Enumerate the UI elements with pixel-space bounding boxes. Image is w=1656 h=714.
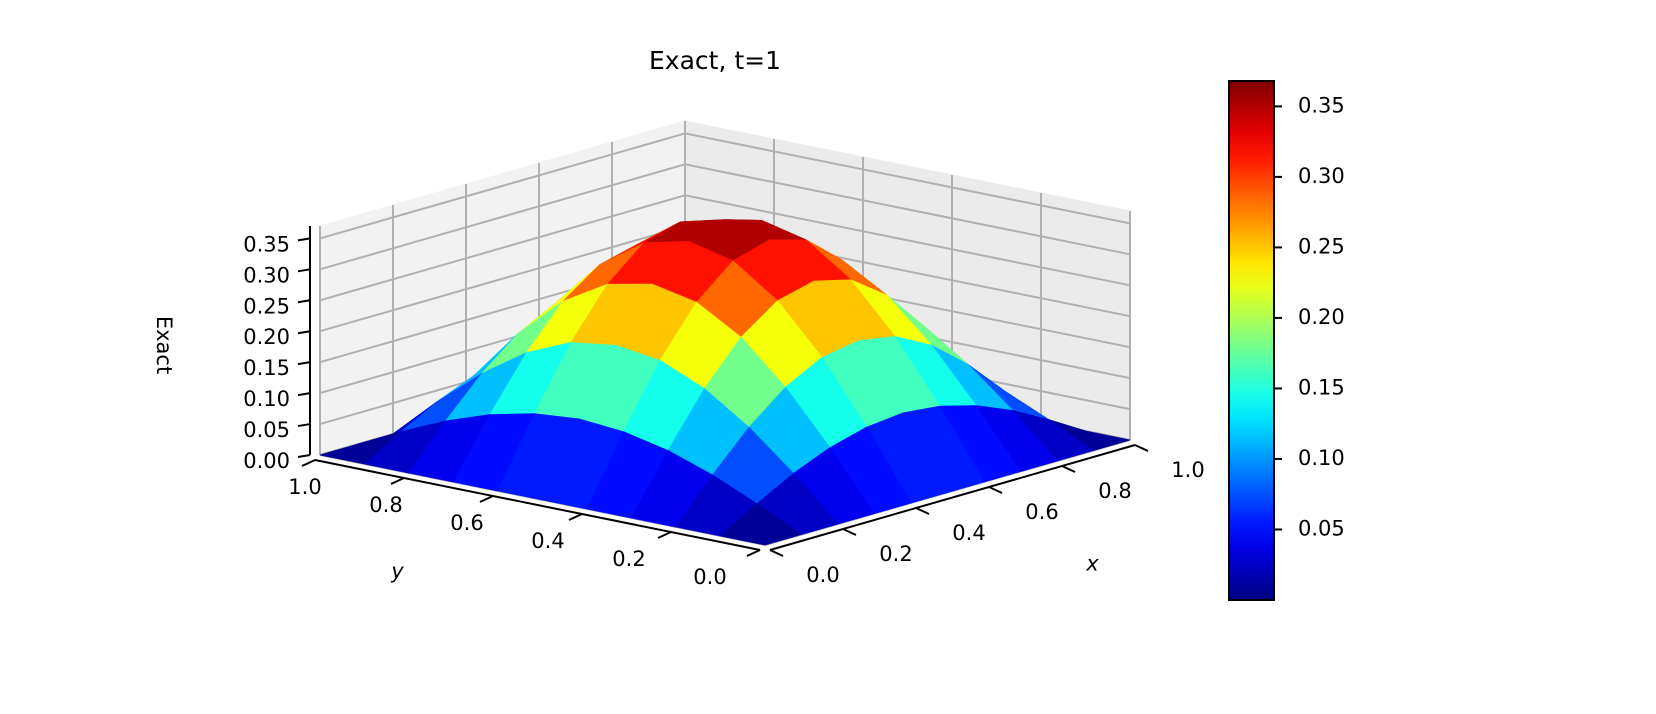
z-tick [297, 299, 311, 304]
colorbar-tick-label: 0.05 [1298, 516, 1345, 540]
x-tick-label: 1.0 [1171, 458, 1204, 482]
y-tick-label: 0.4 [531, 529, 564, 553]
chart-title: Exact, t=1 [649, 46, 781, 75]
z-tick-label: 0.10 [243, 387, 290, 411]
z-tick [297, 361, 311, 366]
y-tick [390, 477, 405, 485]
z-tick-label: 0.30 [243, 263, 290, 287]
z-tick-label: 0.20 [243, 325, 290, 349]
z-tick [297, 268, 311, 273]
z-tick-label: 0.00 [243, 449, 290, 473]
y-tick [479, 495, 494, 503]
x-tick [842, 528, 857, 536]
y-tick [568, 513, 583, 521]
x-tick [1061, 465, 1076, 473]
x-tick-label: 0.8 [1098, 479, 1131, 503]
z-tick [297, 423, 311, 428]
z-axis-label: Exact [152, 316, 176, 374]
x-tick-label: 0.6 [1025, 500, 1058, 524]
x-tick [1134, 444, 1149, 452]
z-tick [297, 330, 311, 335]
grid-line [319, 163, 1131, 271]
x-tick-label: 0.4 [952, 521, 985, 545]
z-tick-label: 0.15 [243, 356, 290, 380]
z-tick [297, 392, 311, 397]
x-axis-line [769, 444, 1136, 551]
colorbar [1228, 80, 1275, 601]
z-tick-label: 0.25 [243, 294, 290, 318]
y-tick [657, 531, 672, 539]
x-tick [769, 549, 784, 557]
colorbar-tick-label: 0.25 [1298, 234, 1345, 258]
y-tick-label: 0.6 [450, 511, 483, 535]
colorbar-tick-label: 0.35 [1298, 93, 1345, 117]
y-tick-label: 0.0 [693, 565, 726, 589]
x-tick [988, 486, 1003, 494]
y-axis-label: y [390, 559, 404, 583]
x-tick [915, 507, 930, 515]
surface-patch [719, 503, 803, 546]
colorbar-tick-label: 0.20 [1298, 305, 1345, 329]
y-tick-label: 1.0 [288, 475, 321, 499]
x-axis-label: x [1085, 552, 1099, 576]
x-tick-label: 0.2 [879, 542, 912, 566]
y-axis-line [314, 459, 761, 551]
grid-line [319, 132, 1131, 240]
grid-line [319, 194, 1131, 302]
z-tick-label: 0.05 [243, 418, 290, 442]
colorbar-tick-label: 0.30 [1298, 164, 1345, 188]
colorbar-tick-label: 0.15 [1298, 375, 1345, 399]
z-tick [297, 454, 311, 458]
x-tick-label: 0.0 [806, 563, 839, 587]
y-tick [301, 459, 316, 467]
y-tick-label: 0.2 [612, 547, 645, 571]
y-tick [746, 549, 761, 557]
colorbar-tick-label: 0.10 [1298, 446, 1345, 470]
z-tick [297, 237, 311, 242]
y-tick-label: 0.8 [369, 493, 402, 517]
z-tick-label: 0.35 [243, 232, 290, 256]
